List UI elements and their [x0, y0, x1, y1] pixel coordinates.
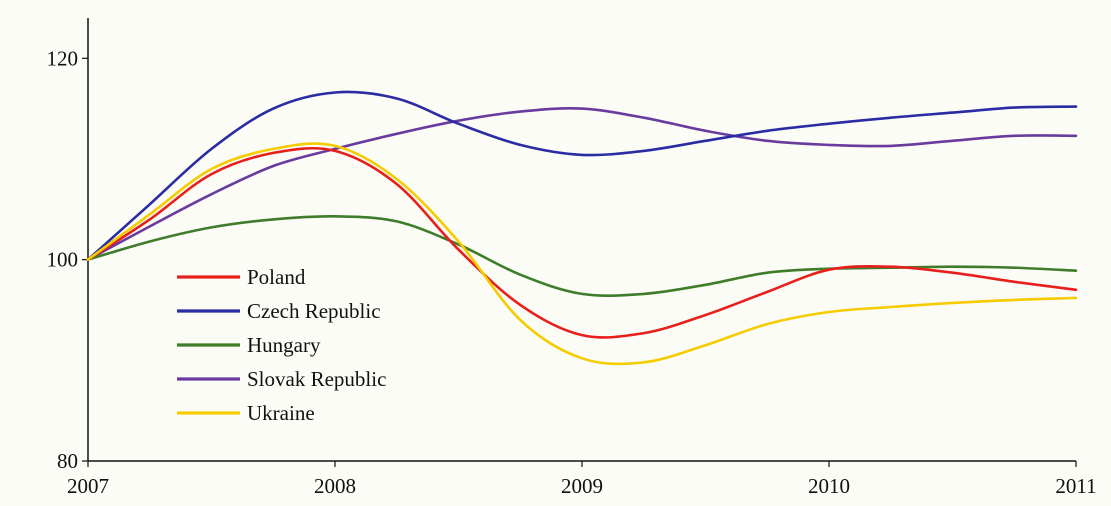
y-tick-label: 100 [47, 248, 79, 272]
x-tick-label: 2007 [67, 474, 109, 498]
series-line-hungary [86, 214, 1078, 298]
series-line-ukraine [86, 142, 1078, 366]
x-tick-label: 2010 [808, 474, 850, 498]
legend-label-poland: Poland [247, 265, 306, 289]
x-tick-label: 2008 [314, 474, 356, 498]
series-line-slovak-republic [86, 107, 1078, 261]
series-line-czech-republic [86, 90, 1078, 261]
x-tick-label: 2009 [561, 474, 603, 498]
legend: Poland Czech Republic Hungary Slovak Republ… [177, 265, 386, 425]
axes: 80 100 120 2007 2008 2009 2010 2011 [47, 18, 1097, 498]
series-lines [86, 90, 1078, 366]
x-tick-label: 2011 [1055, 474, 1096, 498]
y-tick-label: 80 [57, 449, 78, 473]
legend-label-czech-republic: Czech Republic [247, 299, 381, 323]
legend-label-ukraine: Ukraine [247, 401, 315, 425]
legend-label-slovak-republic: Slovak Republic [247, 367, 386, 391]
y-tick-label: 120 [47, 46, 79, 70]
legend-label-hungary: Hungary [247, 333, 321, 357]
series-line-poland [86, 146, 1078, 339]
